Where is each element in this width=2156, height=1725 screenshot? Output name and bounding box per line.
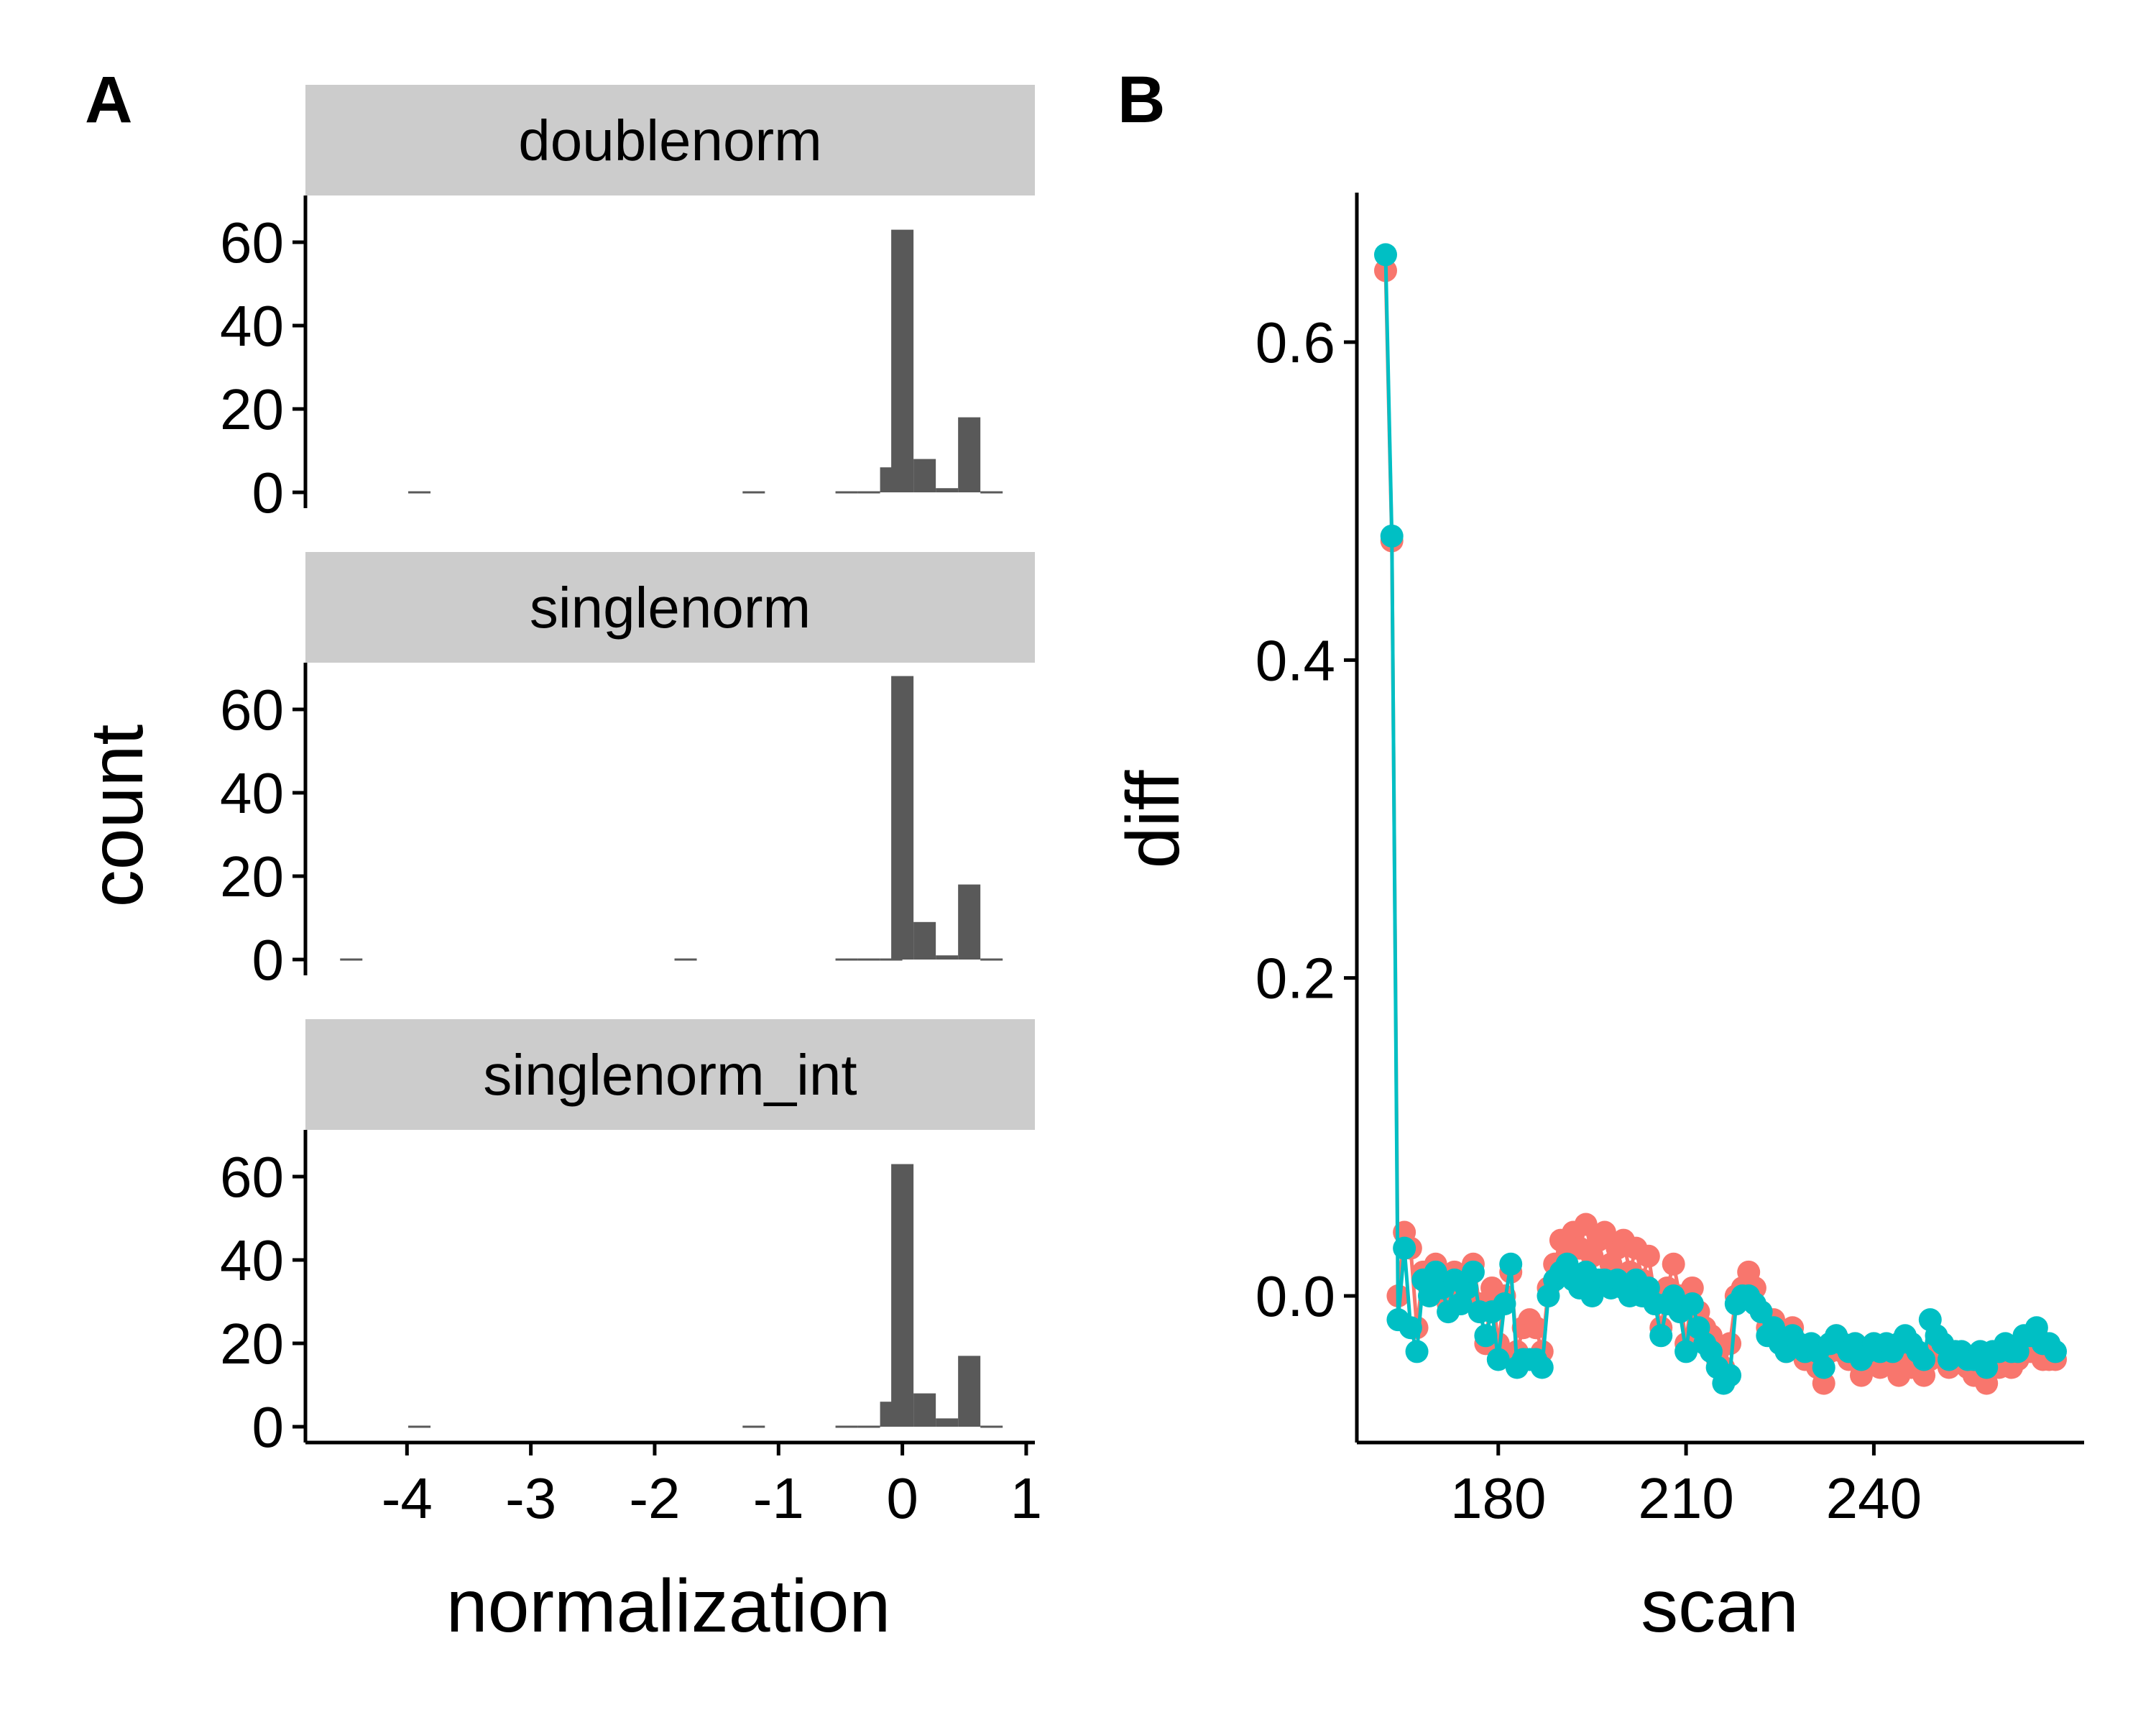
histogram-bar <box>408 1425 431 1428</box>
series-2-point <box>1405 1340 1429 1363</box>
facet-strip-label-singlenorm_int: singlenorm_int <box>483 1043 857 1107</box>
facet-strip-singlenorm_int <box>305 1019 1035 1130</box>
series-2-point <box>1718 1363 1742 1387</box>
series-1-point <box>1593 1220 1616 1244</box>
panel-a-histograms: doublenorm 0 20 40 60 singlenorm 0 20 40 60 single… <box>220 85 1042 1530</box>
histogram-bar <box>936 1418 959 1427</box>
series-2-point <box>2044 1340 2067 1363</box>
x-tick-label: -4 <box>382 1466 433 1530</box>
facet-strip-singlenorm <box>305 552 1035 663</box>
x-tick-label: -2 <box>629 1466 680 1530</box>
histogram-bar <box>936 488 959 492</box>
histogram-bar <box>835 958 858 961</box>
panel-b-x-tick-label: 180 <box>1450 1466 1546 1530</box>
histogram-bar <box>857 1425 880 1428</box>
histogram-bar <box>857 491 880 494</box>
panel-b-y-axis-title: diff <box>1112 769 1195 868</box>
series-1-point <box>1662 1252 1685 1276</box>
series-2-point <box>1649 1324 1673 1348</box>
y-tick-label: 60 <box>220 1145 284 1209</box>
facet-strip-doublenorm <box>305 85 1035 196</box>
series-2-point <box>1374 243 1397 267</box>
y-tick-label: 20 <box>220 845 284 908</box>
series-line-2 <box>1383 254 2057 1386</box>
histogram-bar <box>674 958 697 961</box>
x-tick-label: 0 <box>886 1466 918 1530</box>
y-tick-label: 20 <box>220 377 284 441</box>
panel-b-y-tick-label: 0.2 <box>1256 947 1335 1011</box>
series-1-point <box>1524 1316 1548 1340</box>
panel-b-x-axis-title: scan <box>1641 1565 1799 1648</box>
y-tick-label: 60 <box>220 211 284 275</box>
panel-label-a: A <box>85 63 132 137</box>
series-2-point <box>1912 1348 1936 1371</box>
series-2-point <box>1530 1356 1554 1379</box>
histogram-bar <box>913 921 936 960</box>
series-2-point <box>1499 1252 1523 1276</box>
panel-a-x-axis-title: normalization <box>446 1565 891 1648</box>
series-2-point <box>1393 1236 1416 1260</box>
y-tick-label: 0 <box>252 928 285 992</box>
histogram-bar <box>913 1393 936 1427</box>
panel-b-line-chart: 0.0 0.2 0.4 0.6 180 210 240 <box>1256 193 2084 1530</box>
series-2-point <box>1493 1292 1516 1316</box>
panel-b-x-tick-label: 210 <box>1638 1466 1733 1530</box>
series-1-point <box>1636 1244 1660 1268</box>
histogram-bar <box>742 1425 765 1428</box>
histogram-bar <box>980 1425 1003 1428</box>
series-1-point <box>1812 1371 1835 1395</box>
histogram-bar <box>936 955 959 960</box>
histogram-bar <box>958 884 981 960</box>
panel-b-x-tick-label: 240 <box>1826 1466 1922 1530</box>
x-tick-label: -3 <box>505 1466 556 1530</box>
facet-strip-label-singlenorm: singlenorm <box>530 576 811 640</box>
histogram-bar <box>835 491 858 494</box>
series-2-point <box>1474 1324 1498 1348</box>
x-tick-label: -1 <box>753 1466 804 1530</box>
histogram-bar <box>913 459 936 492</box>
series-2-point <box>1680 1292 1704 1316</box>
panel-b-y-tick-label: 0.0 <box>1256 1264 1335 1328</box>
y-tick-label: 0 <box>252 1395 285 1459</box>
panel-label-b: B <box>1118 63 1165 137</box>
series-1-point <box>1680 1276 1704 1300</box>
series-2-point <box>1461 1260 1485 1284</box>
histogram-bar <box>891 229 914 492</box>
series-2-point <box>1380 524 1404 548</box>
y-tick-label: 60 <box>220 678 284 742</box>
x-tick-label: 1 <box>1010 1466 1043 1530</box>
histogram-bar <box>835 1425 858 1428</box>
histogram-bar <box>958 417 981 492</box>
histogram-bar <box>742 491 765 494</box>
y-tick-label: 40 <box>220 761 284 825</box>
histogram-bar <box>980 491 1003 494</box>
series-2-point <box>1749 1300 1773 1324</box>
histogram-bar <box>408 491 431 494</box>
histogram-bar <box>891 1164 914 1427</box>
histogram-bar <box>340 958 363 961</box>
series-2-point <box>1486 1348 1510 1371</box>
series-1-point <box>1574 1213 1598 1236</box>
y-tick-label: 20 <box>220 1312 284 1376</box>
series-line-1 <box>1383 270 2055 1386</box>
y-tick-label: 40 <box>220 1228 284 1292</box>
y-tick-label: 0 <box>252 461 285 525</box>
series-2-point <box>1812 1356 1835 1379</box>
histogram-bar <box>857 958 880 961</box>
series-1-point <box>1975 1371 1999 1395</box>
panel-b-y-tick-label: 0.4 <box>1256 628 1335 692</box>
histogram-bar <box>958 1356 981 1427</box>
panel-b-y-tick-label: 0.6 <box>1256 310 1335 374</box>
y-tick-label: 40 <box>220 294 284 358</box>
series-1-point <box>1718 1332 1742 1356</box>
panel-a-y-axis-title: count <box>75 724 159 908</box>
series-2-point <box>1399 1316 1422 1340</box>
histogram-bar <box>980 958 1003 961</box>
histogram-bar <box>891 676 914 960</box>
facet-strip-label-doublenorm: doublenorm <box>518 109 822 172</box>
series-2-point <box>1674 1340 1698 1363</box>
